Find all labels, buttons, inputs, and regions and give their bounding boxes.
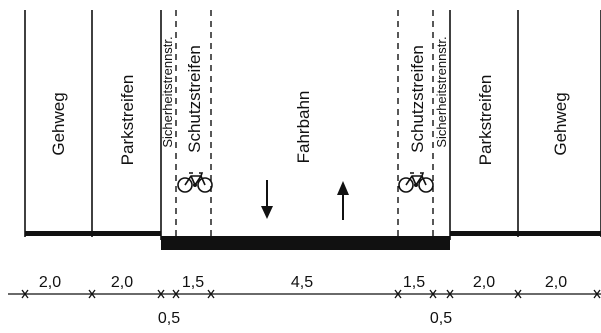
- dimension-label: 2,0: [39, 274, 61, 291]
- label-fahrbahn: Fahrbahn: [294, 91, 313, 164]
- label-gehweg-left: Gehweg: [49, 92, 68, 155]
- label-sicherheit-right: Sicherheitstrennstr.: [434, 36, 449, 147]
- road-surface: [161, 236, 450, 250]
- dimension-label: 2,0: [545, 274, 567, 291]
- label-gehweg-right: Gehweg: [551, 92, 570, 155]
- label-schutzstreifen-right: Schutzstreifen: [408, 45, 427, 153]
- label-parkstreifen-left: Parkstreifen: [118, 75, 137, 166]
- dimension-ticks: [21, 289, 601, 299]
- label-parkstreifen-right: Parkstreifen: [476, 75, 495, 166]
- bicycle-icon: [177, 172, 213, 193]
- dimension-label: 0,5: [158, 310, 180, 327]
- arrow-down-icon: [261, 180, 273, 219]
- dimension-label: 0,5: [430, 310, 452, 327]
- label-schutzstreifen-left: Schutzstreifen: [185, 45, 204, 153]
- label-sicherheit-left: Sicherheitstrennstr.: [160, 36, 175, 147]
- bicycle-icon: [398, 172, 434, 193]
- dimension-label: 1,5: [403, 274, 425, 291]
- dimension-label: 2,0: [473, 274, 495, 291]
- arrow-up-icon: [337, 181, 349, 220]
- dimension-label: 2,0: [111, 274, 133, 291]
- sidewalk-surface-left: [25, 231, 161, 236]
- dimension-label: 4,5: [291, 274, 313, 291]
- dimension-label: 1,5: [182, 274, 204, 291]
- sidewalk-surface-right: [450, 231, 601, 236]
